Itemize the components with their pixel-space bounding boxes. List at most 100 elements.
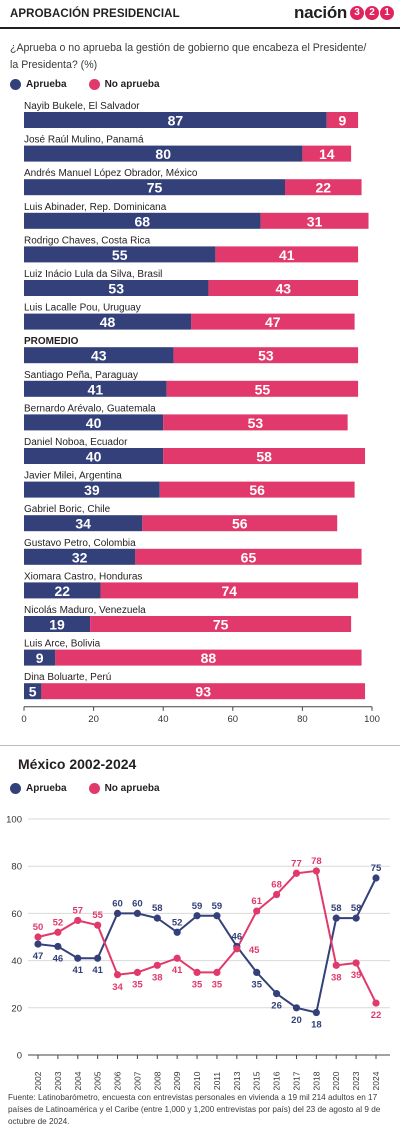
y-tick-label: 80 xyxy=(11,862,22,873)
data-point-disapprove xyxy=(233,945,241,953)
data-point-approve xyxy=(213,912,221,920)
data-point-disapprove xyxy=(213,968,221,976)
category-label: Gabriel Boric, Chile xyxy=(24,504,111,515)
legend-swatch-approve xyxy=(10,783,21,794)
x-tick-label: 2005 xyxy=(93,1071,103,1090)
data-label-approve: 18 xyxy=(311,1020,322,1031)
x-tick-label: 0 xyxy=(21,714,26,725)
legend-item-approve: Aprueba xyxy=(10,79,67,90)
bar-disapprove xyxy=(285,179,362,196)
data-label-approve: 52 xyxy=(172,917,183,928)
value-label-disapprove: 65 xyxy=(241,549,257,565)
value-label-approve: 75 xyxy=(147,180,163,196)
header-divider xyxy=(0,27,400,29)
data-point-approve xyxy=(94,954,102,962)
value-label-disapprove: 9 xyxy=(339,113,347,129)
x-tick-label: 2023 xyxy=(351,1071,361,1090)
data-label-disapprove: 50 xyxy=(33,922,44,933)
data-label-disapprove: 57 xyxy=(72,905,83,916)
value-label-disapprove: 56 xyxy=(232,516,248,532)
legend-label-disapprove: No aprueba xyxy=(104,783,160,794)
value-label-disapprove: 22 xyxy=(315,180,331,196)
value-label-disapprove: 14 xyxy=(319,146,335,162)
data-label-disapprove: 35 xyxy=(212,979,223,990)
data-point-approve xyxy=(34,940,42,948)
data-label-approve: 47 xyxy=(33,951,44,962)
value-label-approve: 43 xyxy=(91,348,107,364)
data-point-disapprove xyxy=(153,961,161,969)
bar-approve xyxy=(24,582,101,599)
data-label-disapprove: 61 xyxy=(251,896,262,907)
category-label: Luis Arce, Bolivia xyxy=(24,639,101,650)
x-tick-label: 2017 xyxy=(291,1071,301,1090)
value-label-approve: 40 xyxy=(86,449,102,465)
value-label-approve: 48 xyxy=(100,314,116,330)
x-tick-label: 2003 xyxy=(53,1071,63,1090)
bar-approve xyxy=(24,616,91,632)
data-label-disapprove: 35 xyxy=(132,979,143,990)
data-point-approve xyxy=(292,1004,301,1012)
value-label-disapprove: 41 xyxy=(279,247,295,263)
data-point-approve xyxy=(54,942,62,951)
data-label-approve: 75 xyxy=(371,863,382,874)
x-tick-label: 80 xyxy=(297,714,308,725)
value-label-approve: 22 xyxy=(54,583,70,599)
value-label-disapprove: 43 xyxy=(275,281,291,297)
line-chart-legend: Aprueba No aprueba xyxy=(10,783,182,794)
data-point-approve xyxy=(312,1008,320,1017)
brand-digit: 2 xyxy=(365,6,379,20)
x-tick-label: 2002 xyxy=(33,1071,43,1090)
category-label: Andrés Manuel López Obrador, México xyxy=(24,168,198,179)
x-tick-label: 2020 xyxy=(331,1071,341,1090)
approval-bar-chart: Nayib Bukele, El Salvador 87 9 José Raúl Mu… xyxy=(21,101,380,725)
data-point-approve xyxy=(352,914,360,922)
data-point-disapprove xyxy=(253,907,261,915)
data-label-disapprove: 38 xyxy=(152,972,163,983)
data-point-disapprove xyxy=(372,999,380,1007)
legend-swatch-approve xyxy=(10,79,21,90)
bar-approve xyxy=(24,548,136,565)
data-point-disapprove xyxy=(352,959,360,967)
value-label-approve: 32 xyxy=(72,549,88,565)
bar-approve xyxy=(24,683,42,700)
data-point-disapprove xyxy=(113,971,122,979)
x-tick-label: 100 xyxy=(364,714,380,725)
bar-approve xyxy=(24,380,167,397)
value-label-approve: 55 xyxy=(112,247,128,263)
x-tick-label: 2004 xyxy=(73,1071,83,1090)
y-tick-label: 20 xyxy=(11,1003,22,1014)
value-label-approve: 9 xyxy=(36,650,44,666)
category-label: Santiago Peña, Paraguay xyxy=(24,370,138,381)
series-line-disapprove xyxy=(37,869,377,1004)
bar-disapprove xyxy=(166,380,359,397)
bar-disapprove xyxy=(41,683,366,700)
category-label: Rodrigo Chaves, Costa Rica xyxy=(24,235,151,246)
data-label-approve: 59 xyxy=(192,901,203,912)
value-label-approve: 5 xyxy=(29,684,37,700)
x-tick-label: 2016 xyxy=(272,1071,282,1090)
category-label: Luis Lacalle Pou, Uruguay xyxy=(24,303,141,314)
x-tick-label: 2011 xyxy=(212,1072,222,1090)
value-label-approve: 68 xyxy=(135,213,151,229)
survey-question: ¿Aprueba o no aprueba la gestión de gobi… xyxy=(10,42,367,71)
category-label: Dina Boluarte, Perú xyxy=(24,672,111,683)
bar-approve xyxy=(24,179,285,196)
x-tick-label: 2007 xyxy=(132,1071,142,1090)
data-point-disapprove xyxy=(74,916,82,925)
bar-approve xyxy=(24,246,216,263)
data-label-approve: 26 xyxy=(271,1001,282,1012)
brand-logo: nación 3 2 1 xyxy=(294,3,394,23)
value-label-disapprove: 74 xyxy=(222,583,238,599)
bar-approve xyxy=(24,515,143,532)
bar-approve xyxy=(24,649,56,666)
value-label-disapprove: 88 xyxy=(201,650,217,666)
bar-disapprove xyxy=(100,582,359,599)
source-note: Fuente: Latinobarómetro, encuesta con en… xyxy=(8,1093,381,1126)
category-label: Luiz Inácio Lula da Silva, Brasil xyxy=(24,269,162,280)
data-label-approve: 35 xyxy=(251,979,262,990)
data-point-disapprove xyxy=(292,869,301,877)
value-label-disapprove: 31 xyxy=(307,213,323,229)
legend-label-approve: Aprueba xyxy=(26,783,67,794)
data-point-approve xyxy=(193,912,201,920)
data-point-approve xyxy=(133,909,142,917)
